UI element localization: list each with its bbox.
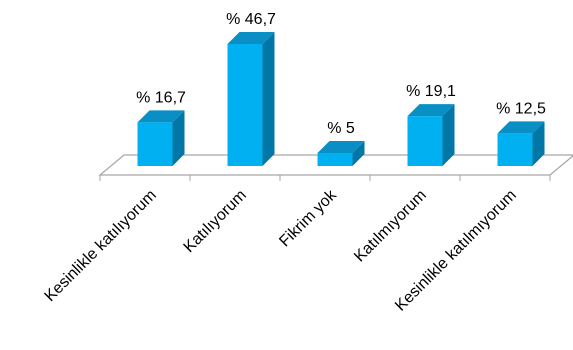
bar-side [172, 110, 185, 166]
category-label: Katılıyorum [181, 187, 250, 256]
category-label: Fikrim yok [276, 186, 340, 250]
bar-side [352, 140, 365, 166]
bar-side [532, 121, 545, 166]
bar-side [262, 32, 275, 166]
chart-floor [98, 154, 573, 176]
bar [407, 116, 443, 166]
bar [227, 44, 263, 166]
data-label: % 46,7 [226, 11, 276, 28]
bar-top [227, 32, 275, 44]
bar [137, 122, 173, 166]
bar-top [407, 104, 455, 117]
bar-side [442, 104, 455, 166]
bar [317, 152, 353, 166]
category-label: Kesinlikle katılıyorum [42, 187, 160, 305]
bar-top [317, 140, 365, 153]
data-label: % 12,5 [496, 100, 546, 117]
bar-top [497, 121, 545, 134]
category-label: Katılmıyorum [351, 187, 430, 266]
bar [497, 133, 533, 166]
bar-top [137, 110, 185, 123]
data-label: % 19,1 [406, 83, 456, 100]
data-label: % 16,7 [136, 89, 186, 106]
data-label: % 5 [327, 120, 355, 137]
